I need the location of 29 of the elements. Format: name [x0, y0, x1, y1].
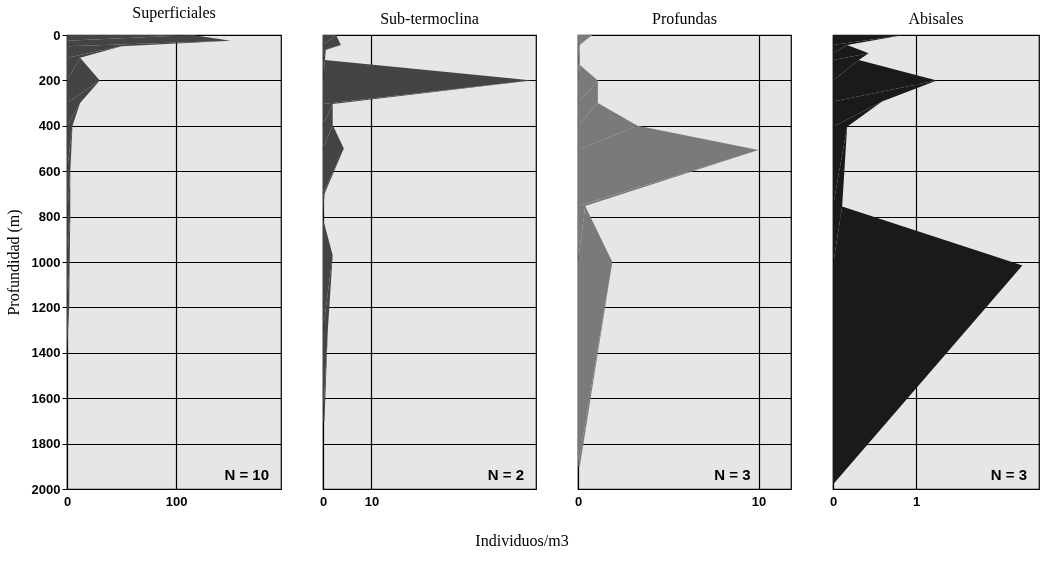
y-tick-label: 600 [38, 163, 61, 179]
x-tick-label: 0 [319, 493, 328, 509]
chart-title: Profundas [652, 10, 717, 27]
x-tick-label: 10 [751, 493, 767, 509]
y-tick-label: 0 [53, 27, 61, 43]
y-axis-title: Profundidad (m) [4, 209, 23, 316]
x-tick-label: 100 [165, 493, 188, 509]
annotation: N = 3 [990, 466, 1027, 483]
y-tick-label: 2000 [31, 481, 61, 497]
y-tick-label: 200 [38, 72, 61, 88]
chart-title: Sub-termoclina [380, 10, 479, 27]
chart-title: Abisales [908, 10, 964, 27]
x-tick-label: 1 [912, 493, 921, 509]
y-tick-label: 1800 [31, 436, 61, 452]
annotation: N = 3 [714, 466, 751, 483]
x-tick-label: 0 [829, 493, 838, 509]
y-tick-label: 1400 [31, 345, 61, 361]
y-tick-label: 1200 [31, 299, 61, 315]
y-tick-label: 1600 [31, 390, 61, 406]
x-tick-label: 10 [364, 493, 380, 509]
y-tick-label: 800 [38, 209, 61, 225]
x-tick-label: 0 [63, 493, 72, 509]
annotation: N = 2 [487, 466, 524, 483]
y-tick-label: 400 [38, 118, 61, 134]
y-tick-label: 1000 [31, 254, 61, 270]
x-axis-title: Individuos/m3 [475, 531, 569, 549]
annotation: N = 10 [224, 466, 269, 483]
chart-title: Superficiales [132, 4, 216, 22]
x-tick-label: 0 [574, 493, 583, 509]
